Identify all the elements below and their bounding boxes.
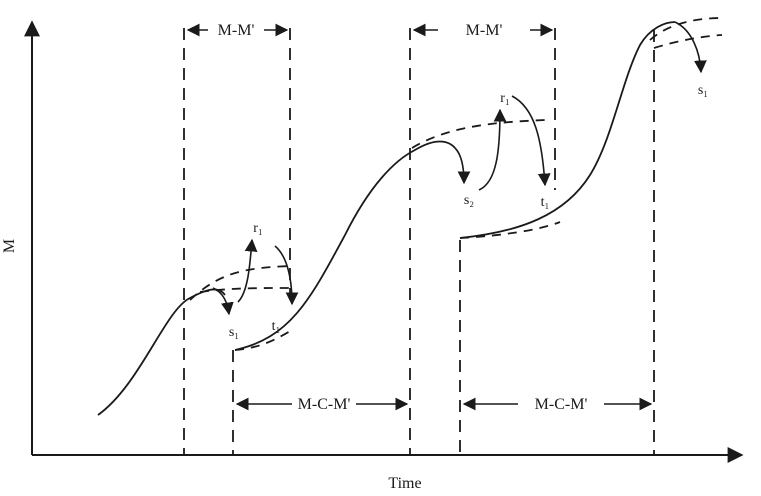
point-label-s-right: s₁ — [698, 83, 708, 98]
point-label-r-left: r₁ — [253, 221, 263, 236]
mcm-right-label: M-C-M' — [535, 396, 588, 413]
main-curve-segment-3 — [459, 21, 676, 239]
expected-curve-6 — [649, 17, 723, 41]
drop-arrow-middle — [454, 147, 471, 185]
fall-arrow-middle — [511, 95, 551, 187]
point-label-r-middle: r₁ — [500, 91, 510, 106]
x-axis-label: Time — [388, 475, 421, 492]
expected-curve-1 — [189, 265, 291, 301]
mm-right-label: M-M' — [466, 22, 503, 39]
rise-arrow-left — [237, 238, 258, 303]
drop-arrow-right — [674, 21, 707, 74]
mm-left-label: M-M' — [218, 22, 255, 39]
main-curve-segment-2 — [234, 140, 456, 351]
expected-curve-2 — [199, 287, 291, 293]
expected-curve-7 — [653, 34, 723, 49]
fall-arrow-left — [274, 245, 299, 306]
point-label-t-left: t₁ — [272, 319, 281, 334]
expected-curve-3 — [234, 329, 293, 351]
point-label-s-middle: s₂ — [464, 193, 474, 208]
rise-arrow-middle — [478, 108, 507, 191]
drop-arrow-left — [212, 287, 234, 316]
point-label-t-middle: t₁ — [541, 195, 550, 210]
point-label-s-left: s₁ — [229, 325, 239, 340]
main-curve — [97, 288, 226, 416]
expected-curve-4 — [411, 119, 546, 149]
mcm-left-label: M-C-M' — [298, 396, 351, 413]
y-axis-label: M — [1, 239, 18, 253]
